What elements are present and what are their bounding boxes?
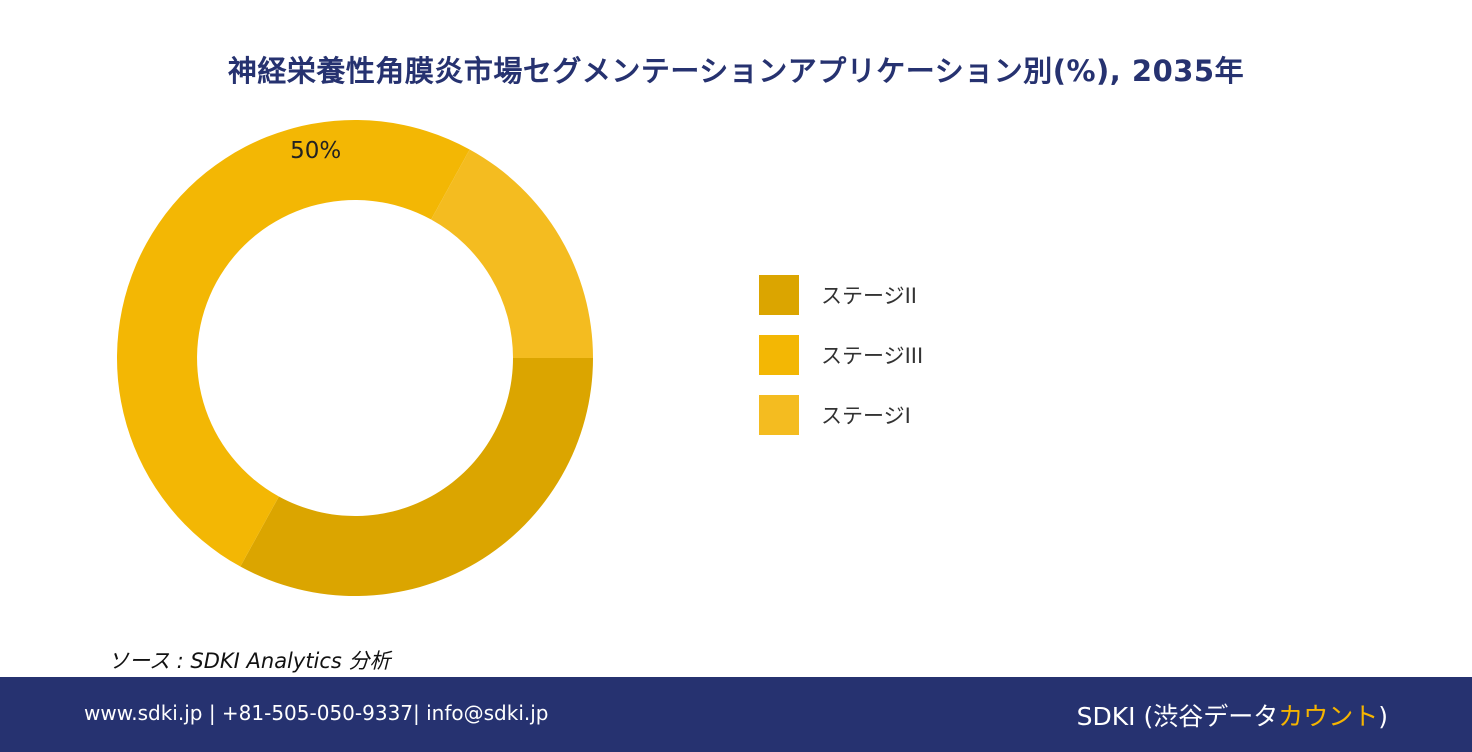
footer-brand: SDKI (渋谷データカウント) xyxy=(1077,697,1388,733)
brand-prefix: SDKI (渋谷データ xyxy=(1076,702,1279,731)
legend-item-stage-i: ステージI xyxy=(759,394,923,435)
legend-label: ステージI xyxy=(821,403,911,428)
donut-slice-1 xyxy=(240,358,593,596)
data-label: 50% xyxy=(290,138,341,164)
legend-item-stage-ii: ステージII xyxy=(759,274,923,315)
legend-item-stage-iii: ステージIII xyxy=(759,334,923,375)
legend-swatch xyxy=(759,334,799,375)
chart-legend: ステージII ステージIII ステージI xyxy=(759,274,923,454)
footer-bar: www.sdki.jp | +81-505-050-9337| info@sdk… xyxy=(0,677,1472,752)
chart-title: 神経栄養性角膜炎市場セグメンテーションアプリケーション別(%), 2035年 xyxy=(227,54,1245,88)
brand-accent: カウント xyxy=(1278,702,1379,731)
legend-swatch xyxy=(759,274,799,315)
source-note: ソース : SDKI Analytics 分析 xyxy=(108,649,391,673)
legend-label: ステージIII xyxy=(821,343,924,368)
donut-slice-3 xyxy=(431,149,593,358)
legend-swatch xyxy=(759,394,799,435)
footer-contact: www.sdki.jp | +81-505-050-9337| info@sdk… xyxy=(84,701,549,725)
legend-label: ステージII xyxy=(821,283,917,308)
donut-slice-2 xyxy=(117,119,470,567)
donut-chart: 50% xyxy=(117,119,593,596)
brand-suffix: ) xyxy=(1378,702,1388,731)
